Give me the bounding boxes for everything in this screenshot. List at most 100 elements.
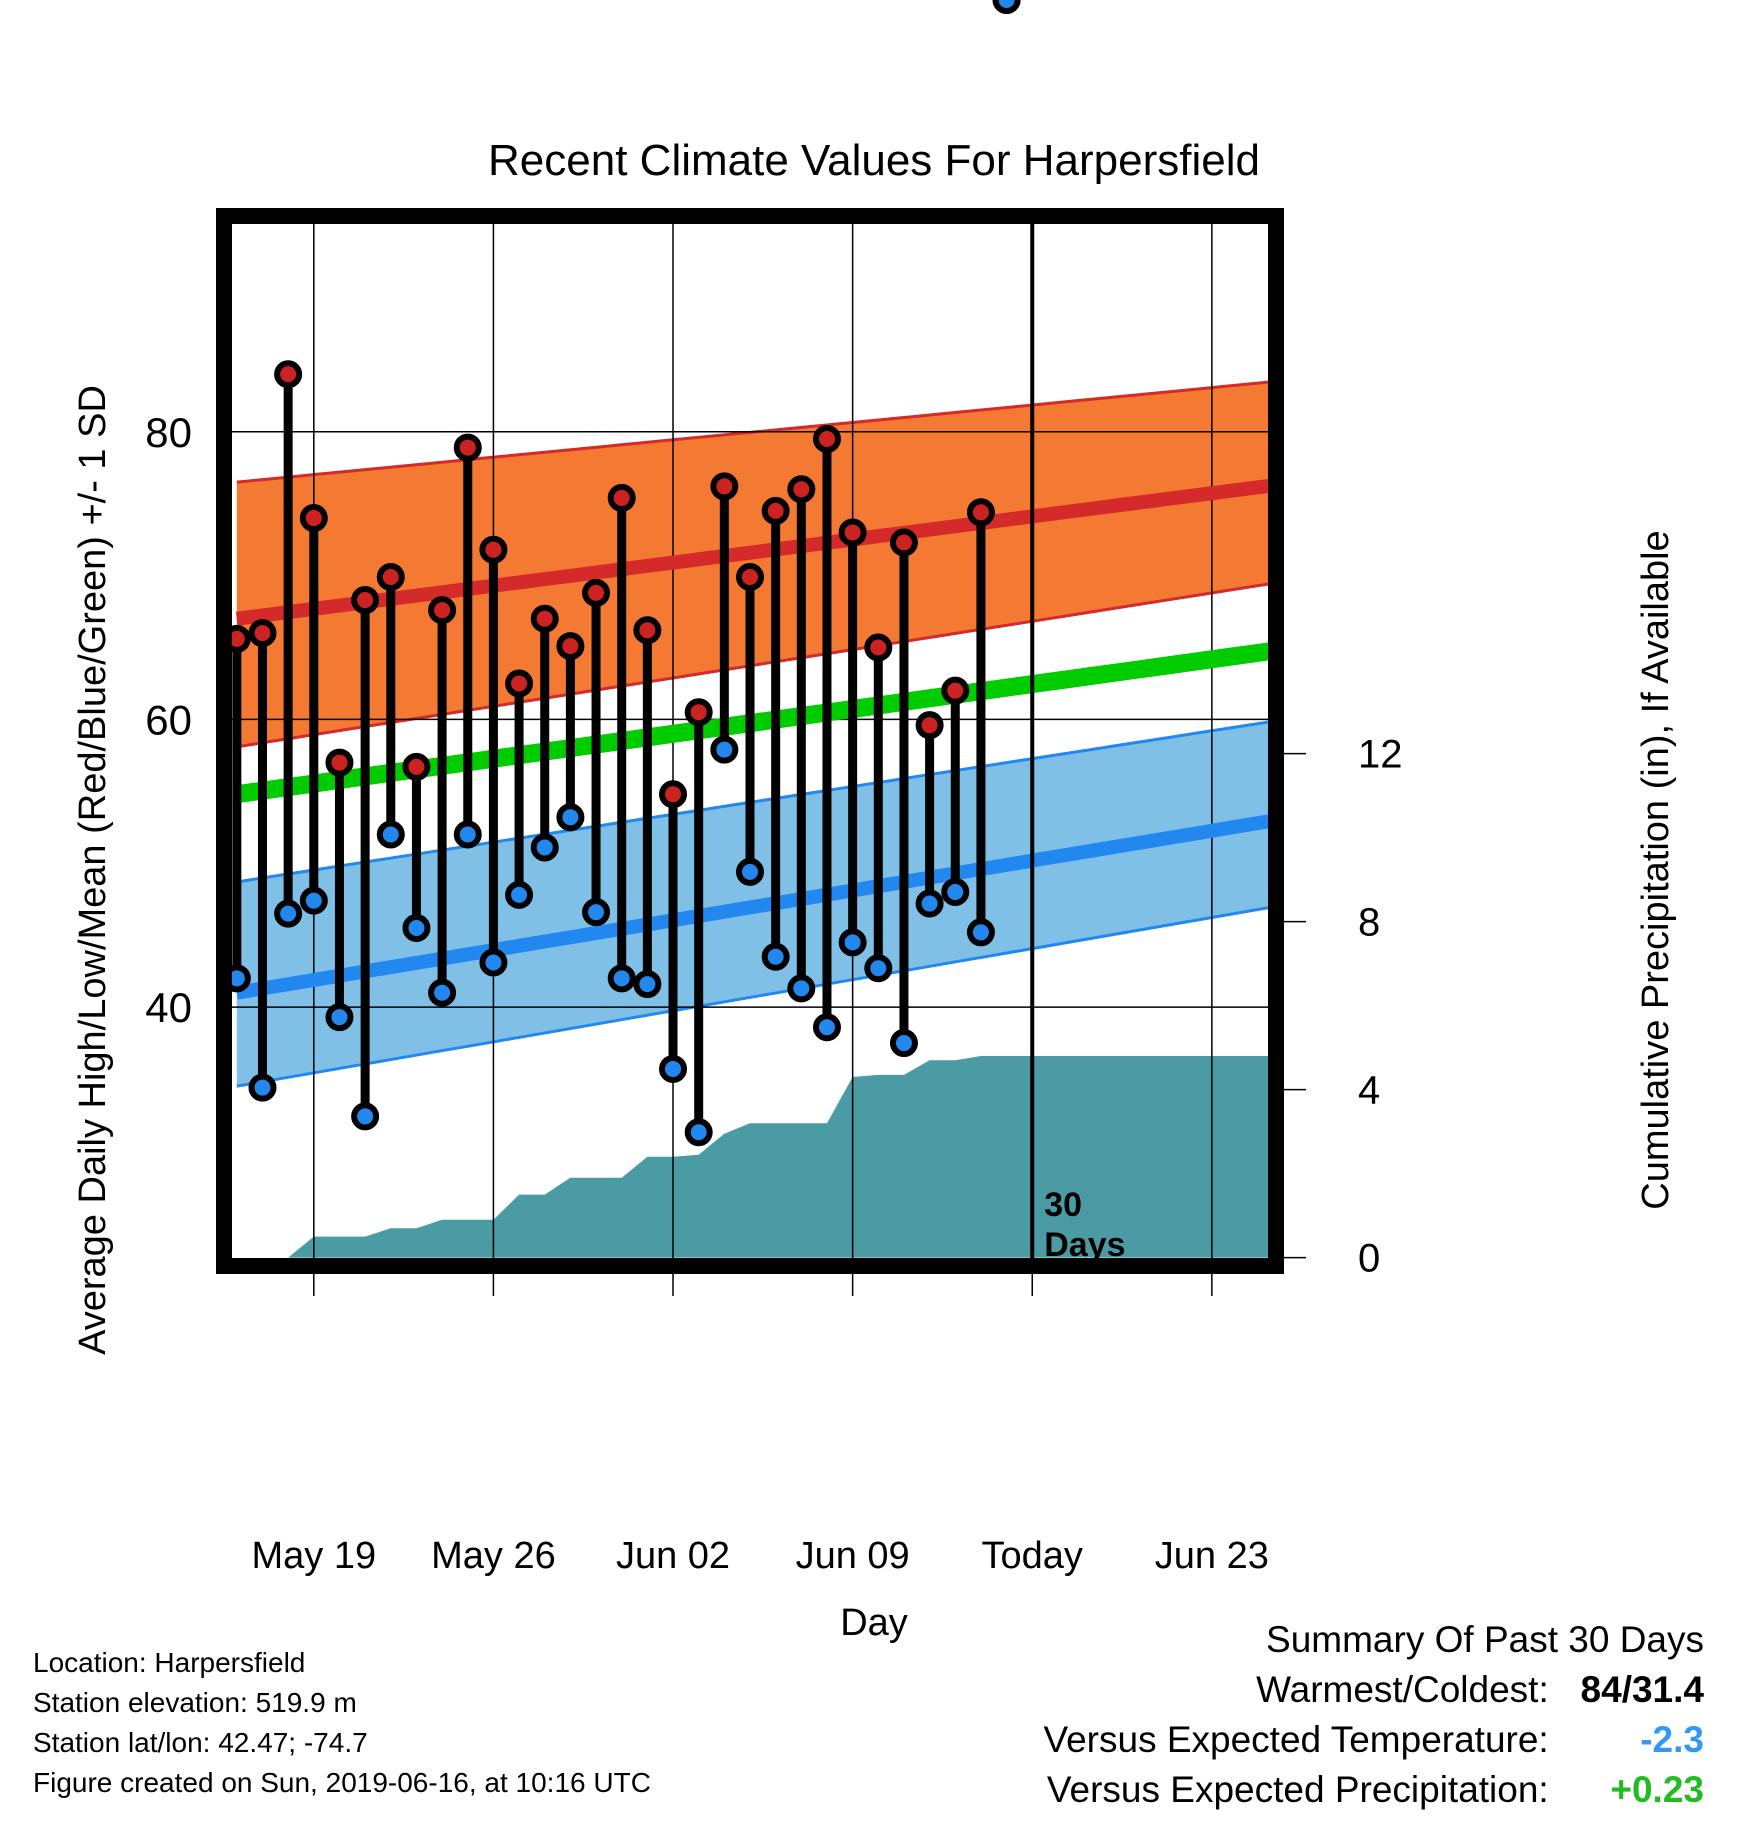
precip-value: +0.23 <box>1610 1769 1704 1810</box>
observed-low-point <box>274 899 303 928</box>
y-axis-label-right: Cumulative Precipitation (in), If Availa… <box>1635 530 1677 1209</box>
observed-high-point <box>736 563 764 592</box>
observed-low-point <box>453 820 482 849</box>
observed-high-point <box>248 619 277 648</box>
observed-high-point <box>607 483 636 512</box>
observed-high-point <box>556 632 585 661</box>
observed-high-point <box>530 604 559 633</box>
summary-precip-row: Versus Expected Precipitation: +0.23 <box>1043 1765 1704 1815</box>
observed-low-point <box>659 1054 688 1083</box>
summary-title: Summary Of Past 30 Days <box>1266 1619 1704 1660</box>
observed-high-point <box>889 528 918 557</box>
normal-low-line <box>235 813 1278 1000</box>
observed-high-point <box>325 748 354 777</box>
observed-low-point <box>941 878 970 907</box>
observed-high-point <box>299 504 328 533</box>
observed-low-point <box>684 1118 713 1147</box>
today-annotation: 30 Days <box>1044 1186 1125 1264</box>
warmest-value: 84/31.4 <box>1580 1669 1704 1710</box>
observed-low-point <box>812 1013 841 1042</box>
warmest-label: Warmest/Coldest: <box>1256 1669 1549 1710</box>
y-tick-label-right: 12 <box>1358 733 1403 777</box>
observed-high-point <box>402 752 431 781</box>
observed-high-point <box>428 596 457 625</box>
y-tick-label-left: 40 <box>145 984 192 1031</box>
y-tick-label-right: 0 <box>1358 1237 1380 1281</box>
station-info: Location: Harpersfield Station elevation… <box>33 1643 651 1803</box>
observed-high-point <box>351 586 380 615</box>
observed-high-point <box>582 578 611 607</box>
observed-high-point <box>864 633 893 662</box>
observed-low-point <box>710 735 739 764</box>
created-text: Figure created on Sun, 2019-06-16, at 10… <box>33 1767 651 1798</box>
x-tick-label: Jun 02 <box>616 1535 730 1577</box>
observed-high-point <box>838 518 867 547</box>
plot-frame <box>216 208 1284 1274</box>
observed-high-point <box>453 433 482 462</box>
observed-low-point <box>582 898 611 927</box>
location-text: Location: Harpersfield <box>33 1647 306 1678</box>
observed-low-point <box>787 974 816 1003</box>
plot-area: 30 Days 40 60 80 0 4 8 12 May 19 May 26 Jun 02 Jun 0… <box>145 0 1403 1577</box>
observed-high-point <box>966 498 995 527</box>
x-tick-label: Jun 09 <box>796 1535 910 1577</box>
observed-high-point <box>505 669 534 698</box>
observed-low-point <box>376 820 405 849</box>
latlon-text: Station lat/lon: 42.47; -74.7 <box>33 1727 368 1758</box>
observed-high-point <box>274 360 303 389</box>
observed-high-point <box>659 780 688 809</box>
observed-low-point <box>505 880 534 909</box>
observed-low-point <box>966 918 995 947</box>
observed-low-point <box>325 1003 354 1032</box>
observed-high-point <box>376 563 405 592</box>
y-tick-label-right: 4 <box>1358 1069 1380 1113</box>
x-tick-label: May 19 <box>251 1535 376 1577</box>
chart-title: Recent Climate Values For Harpersfield <box>488 136 1260 185</box>
summary-panel: Summary Of Past 30 Days Warmest/Coldest:… <box>1043 1615 1704 1815</box>
observed-high-point <box>684 698 713 727</box>
observed-low-point <box>761 942 790 971</box>
observed-low-point <box>838 928 867 957</box>
observed-high-point <box>633 616 662 645</box>
observed-low-point <box>248 1073 277 1102</box>
observed-high-point <box>915 711 944 740</box>
normal-low-band-upper-edge <box>236 719 1277 884</box>
temp-value: -2.3 <box>1640 1719 1704 1760</box>
observed-low-point <box>992 0 1021 14</box>
today-annotation-line: 30 <box>1044 1186 1082 1224</box>
observed-high-point <box>761 496 790 525</box>
precipitation-area <box>288 1056 1276 1258</box>
x-axis-label: Day <box>840 1602 908 1644</box>
y-tick-label-left: 80 <box>145 409 192 456</box>
observed-low-point <box>351 1102 380 1131</box>
observed-low-point <box>299 886 328 915</box>
y-tick-label-right: 8 <box>1358 901 1380 945</box>
elevation-text: Station elevation: 519.9 m <box>33 1687 357 1718</box>
observed-low-point <box>736 857 764 886</box>
y-axis-label-left: Average Daily High/Low/Mean (Red/Blue/Gr… <box>72 385 114 1355</box>
x-tick-label: Today <box>982 1535 1083 1577</box>
observed-low-point <box>889 1029 918 1058</box>
precip-label: Versus Expected Precipitation: <box>1046 1769 1549 1810</box>
observed-low-point <box>556 803 585 832</box>
observed-low-point <box>915 889 944 918</box>
observed-low-point <box>864 954 893 983</box>
summary-temp-row: Versus Expected Temperature: -2.3 <box>1043 1715 1704 1765</box>
observed-low-point <box>530 833 559 862</box>
observed-low-point <box>479 948 508 977</box>
x-tick-label: May 26 <box>431 1535 556 1577</box>
today-annotation-line: Days <box>1044 1226 1125 1264</box>
x-tick-label: Jun 23 <box>1155 1535 1269 1577</box>
observed-low-point <box>633 970 662 999</box>
normal-high-line <box>235 478 1277 626</box>
y-tick-label-left: 60 <box>145 696 192 743</box>
observed-low-point <box>402 913 431 942</box>
normal-low-band-lower-edge <box>236 904 1277 1088</box>
observed-high-point <box>941 676 970 705</box>
summary-warmest-row: Warmest/Coldest: 84/31.4 <box>1043 1665 1704 1715</box>
observed-high-point <box>710 472 739 501</box>
observed-high-point <box>787 475 816 504</box>
temp-label: Versus Expected Temperature: <box>1043 1719 1549 1760</box>
observed-high-point <box>812 424 841 453</box>
